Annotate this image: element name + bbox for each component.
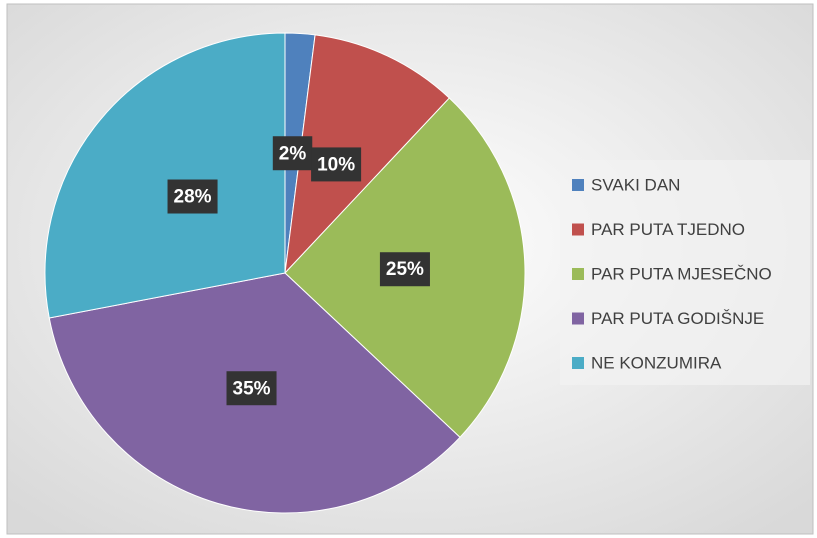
data-label-box	[167, 179, 218, 214]
legend-swatch	[572, 223, 584, 236]
legend-label: PAR PUTA GODIŠNJE	[591, 309, 764, 328]
legend-box	[560, 160, 810, 385]
data-label: 2%	[279, 143, 307, 164]
legend-swatch	[572, 312, 584, 325]
data-label-box	[226, 371, 277, 406]
legend-swatch	[572, 179, 584, 191]
data-label: 25%	[386, 259, 424, 280]
legend-swatch	[572, 268, 584, 280]
legend-label: PAR PUTA TJEDNO	[591, 220, 745, 239]
legend-label: SVAKI DAN	[591, 175, 680, 194]
pie-slice	[44, 32, 286, 319]
pie-slice	[284, 34, 450, 275]
data-label-box	[379, 252, 430, 287]
data-label-box	[272, 136, 313, 171]
data-label-box	[311, 147, 362, 182]
data-label: 10%	[317, 154, 355, 175]
legend-label: NE KONZUMIRA	[591, 353, 722, 372]
data-label: 28%	[174, 187, 212, 208]
legend-label: PAR PUTA MJESEČNO	[591, 264, 772, 283]
legend-swatch	[572, 357, 584, 369]
data-label: 35%	[233, 378, 271, 399]
